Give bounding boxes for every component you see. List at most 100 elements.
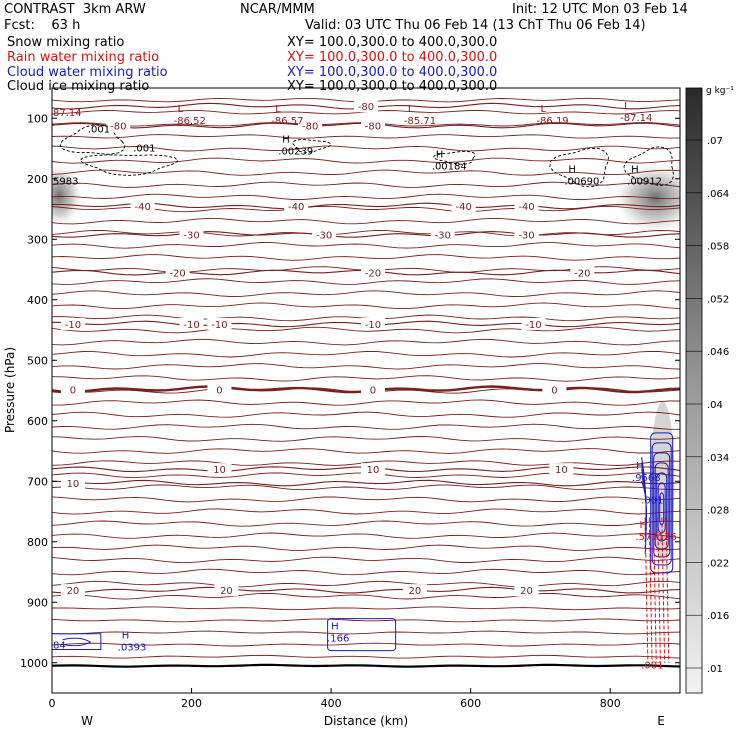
isotherm-label-bg	[354, 100, 378, 113]
isotherm-line	[52, 556, 680, 564]
init-time: Init: 12 UTC Mon 03 Feb 14	[512, 2, 688, 17]
colorbar-tick-label: .01	[707, 664, 723, 675]
y-tick-label: 500	[27, 354, 48, 367]
y-tick-label: 700	[27, 475, 48, 488]
extremum-h-marker: H	[122, 631, 130, 642]
contour-label: 5983	[53, 177, 78, 188]
extremum-h-marker: H	[631, 165, 639, 176]
isotherm-line	[52, 411, 680, 418]
isotherm-line	[52, 205, 680, 213]
extremum-l-marker: L	[408, 104, 414, 115]
colorbar-tick-label: .052	[707, 294, 729, 305]
model-title: CONTRAST 3km ARW	[4, 2, 146, 17]
field-cloudice-xy: XY= 100.0,300.0 to 400.0,300.0	[287, 79, 498, 94]
cloud-ice-shade-west	[52, 165, 81, 226]
isotherm-label-bg	[514, 199, 539, 212]
isotherm-label-bg	[130, 199, 155, 212]
isotherm-label-bg	[360, 266, 385, 279]
field-snow-xy: XY= 100.0,300.0 to 400.0,300.0	[287, 35, 498, 50]
isotherm-label: -80	[358, 102, 374, 113]
x-tick-label: 400	[321, 697, 342, 710]
isotherm-label: -40	[518, 202, 534, 213]
extremum-value: .00184	[432, 162, 467, 173]
isotherm-line	[52, 302, 680, 310]
isotherm-label-bg	[451, 199, 476, 212]
isotherm-label: -30	[316, 230, 332, 241]
snow-contour	[623, 146, 675, 187]
isotherm-label: 0	[370, 385, 376, 396]
isotherm-label-bg	[106, 119, 131, 132]
extremum-h-marker: H	[331, 621, 339, 632]
isotherm-label-bg	[542, 383, 567, 396]
isotherm-label: 10	[367, 465, 380, 476]
isotherm-label-bg	[207, 463, 232, 476]
isotherm-line	[52, 157, 680, 164]
contour-label: .001	[641, 495, 663, 506]
isotherm-label-bg	[165, 266, 190, 279]
contour-label: 87.14	[53, 108, 82, 119]
isotherm-label: -10	[365, 320, 381, 331]
isotherm-line	[52, 460, 680, 466]
isotherm-label-bg	[402, 584, 427, 597]
rain-water-contour	[644, 517, 649, 663]
y-tick-label: 100	[27, 112, 48, 125]
isotherm-label: 0	[216, 385, 222, 396]
isotherm-label-bg	[298, 119, 323, 132]
isotherm-label: -80	[302, 122, 318, 133]
extremum-value: .00912	[627, 177, 662, 188]
isotherm-line	[52, 169, 680, 176]
rain-water-contour	[652, 517, 657, 663]
plot-frame	[51, 87, 681, 694]
isotherm-label: -10	[211, 320, 227, 331]
isotherm-label-bg	[430, 228, 455, 241]
x-tick-label: 800	[600, 697, 621, 710]
isotherm-label: -10	[183, 320, 199, 331]
isotherm-line	[52, 508, 680, 515]
snow-contour	[59, 124, 126, 155]
contour-label: .001	[88, 125, 110, 136]
isotherm-line	[52, 496, 680, 503]
extremum-h-marker: H	[640, 520, 648, 531]
isotherm-label: -10	[65, 320, 81, 331]
isotherm-label: -40	[456, 202, 472, 213]
isotherm-line	[52, 544, 680, 551]
isotherm-label-bg	[60, 477, 85, 490]
isotherm-label: -80	[365, 122, 381, 133]
isotherm-line	[52, 375, 680, 382]
isotherm-label: -20	[169, 269, 185, 280]
isotherm-20	[52, 586, 680, 594]
isotherm-label-bg	[360, 119, 385, 132]
y-tick-label: 1000	[20, 657, 48, 670]
colorbar-tick-label: .034	[707, 453, 729, 464]
center-title: NCAR/MMM	[240, 2, 315, 17]
colorbar-tick-label: .022	[707, 558, 729, 569]
surface-line	[52, 663, 680, 668]
isotherm-label-bg	[514, 584, 539, 597]
y-tick-label: 400	[27, 294, 48, 307]
isotherm-line	[52, 448, 680, 454]
isotherm-label-bg	[207, 317, 232, 330]
isotherm-label-bg	[214, 584, 239, 597]
y-axis-label: Pressure (hPa)	[3, 347, 17, 433]
isotherm-line	[52, 134, 680, 139]
isotherm-label-bg	[207, 383, 232, 396]
isotherm-label-bg	[521, 317, 546, 330]
extremum-value: -86.19	[536, 116, 568, 127]
isotherm-line	[52, 181, 680, 188]
contour-label: .001	[641, 661, 663, 672]
isotherm-label: 20	[520, 586, 533, 597]
isotherm-label-bg	[179, 228, 204, 241]
isotherm-line	[52, 399, 680, 406]
isotherm-line	[52, 520, 680, 527]
isotherm-label: -40	[135, 202, 151, 213]
isotherm-label-bg	[570, 266, 595, 279]
colorbar-unit: g kg⁻¹	[706, 86, 734, 96]
isotherm-line	[52, 654, 680, 659]
isotherm-line	[52, 630, 680, 635]
colorbar	[685, 87, 703, 694]
isotherm-line	[52, 606, 680, 611]
colorbar-tick-label: .064	[707, 189, 729, 200]
extremum-l-marker: L	[540, 104, 546, 115]
field-cloudwater-xy: XY= 100.0,300.0 to 400.0,300.0	[287, 65, 498, 80]
extremum-value: -86.52	[174, 116, 206, 127]
